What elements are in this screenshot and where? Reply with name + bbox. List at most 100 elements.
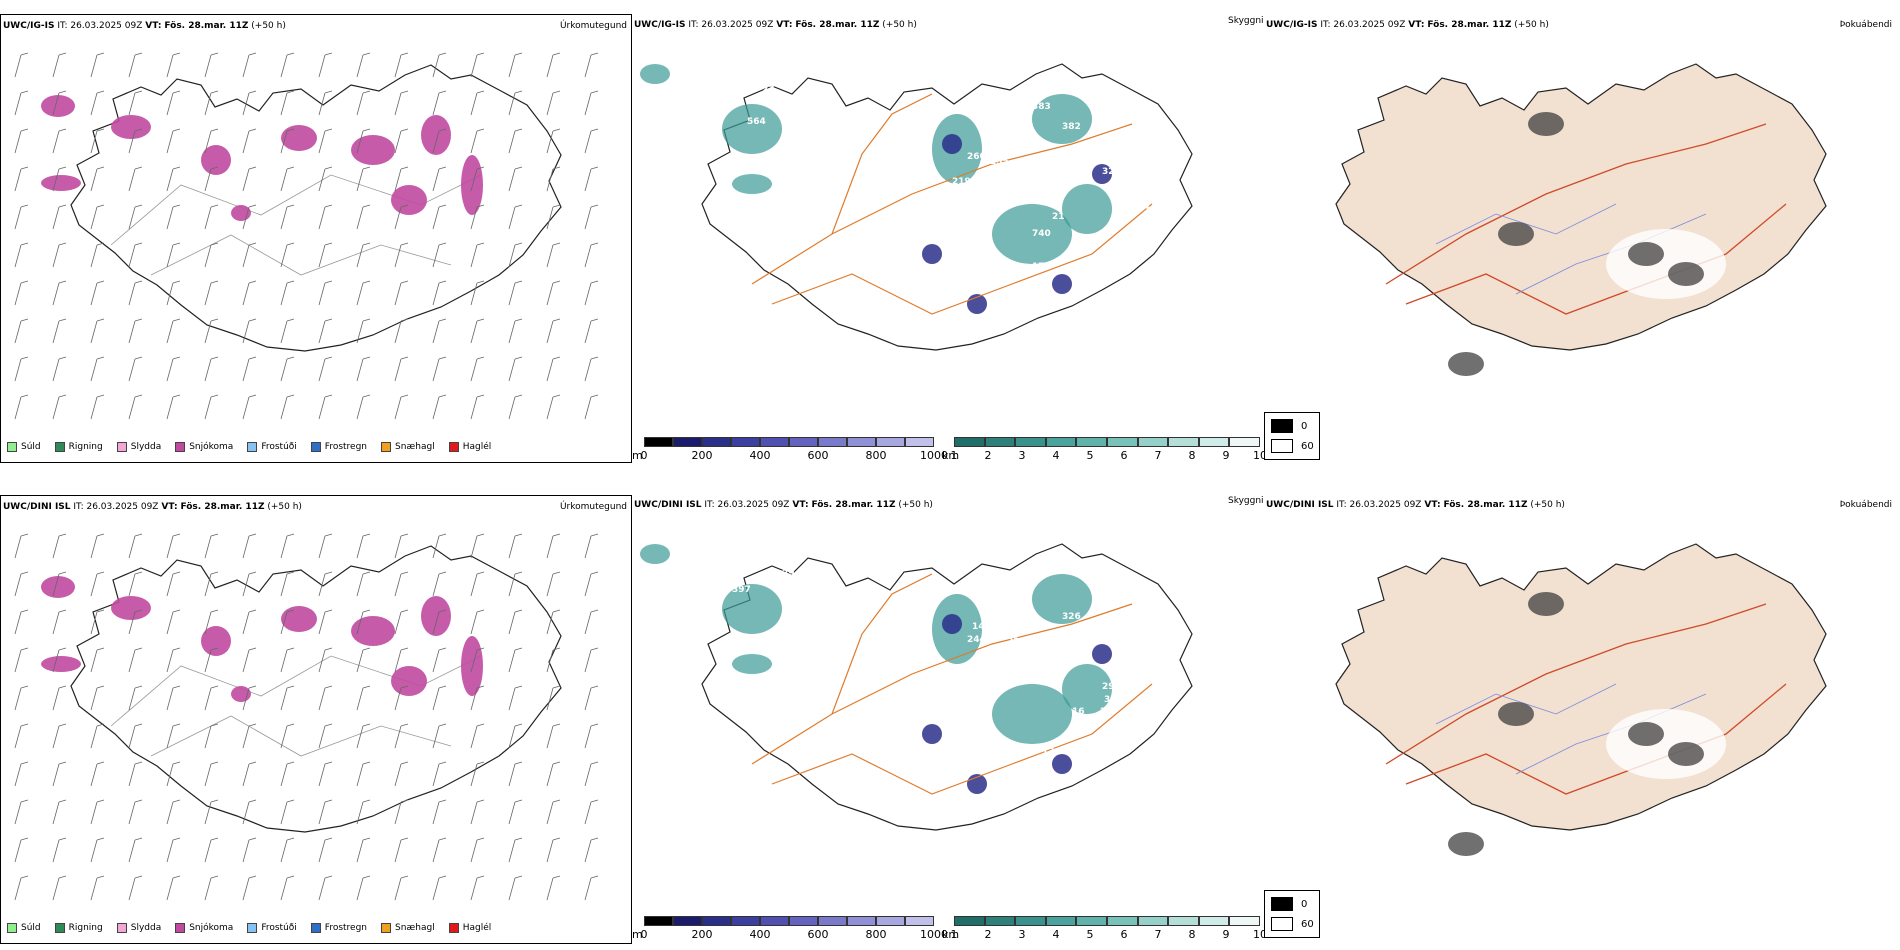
wind-barb xyxy=(280,875,295,901)
wind-barb xyxy=(318,356,333,382)
road-network xyxy=(1405,683,1787,795)
wind-barb xyxy=(432,318,447,344)
wind-barb xyxy=(394,394,409,420)
wind-barb xyxy=(14,128,29,154)
wind-barb xyxy=(318,533,333,559)
legend-item: Snjókoma xyxy=(175,442,233,452)
valid-time: Fös. 28.mar. 11Z xyxy=(164,21,249,31)
wind-barb xyxy=(432,647,447,673)
wind-barb xyxy=(546,647,561,673)
colorbar-segment xyxy=(1137,916,1169,926)
wind-barb xyxy=(318,166,333,192)
colorbar-tick: 600 xyxy=(807,449,829,462)
wind-barb xyxy=(356,242,371,268)
wind-barb xyxy=(14,799,29,825)
low-cloud-base xyxy=(1052,274,1072,294)
river-lines xyxy=(1435,203,1617,245)
legend-swatch xyxy=(7,442,17,452)
cloud-label-row2: Skyggni xyxy=(1228,496,1264,506)
wind-barb xyxy=(432,837,447,863)
wind-barb xyxy=(166,647,181,673)
wind-barb xyxy=(204,761,219,787)
wind-barb xyxy=(280,90,295,116)
legend-label: Súld xyxy=(21,923,41,933)
snow-area xyxy=(111,596,151,620)
cloud-base-label: 171 xyxy=(1032,262,1051,272)
colorbar-tick: 5 xyxy=(1086,928,1094,941)
legend-swatch xyxy=(381,442,392,452)
wind-barb xyxy=(280,571,295,597)
legend-label: Snjókoma xyxy=(189,923,234,933)
wind-barb xyxy=(470,875,485,901)
wind-barb xyxy=(584,242,599,268)
wind-barb xyxy=(128,52,143,78)
wind-barb xyxy=(166,242,181,268)
wind-barb xyxy=(128,204,143,230)
cloud-base-label: 383 xyxy=(1032,102,1051,112)
valid-prefix: VT: xyxy=(145,21,162,31)
wind-barb xyxy=(508,356,523,382)
cloud-base-label: 25 xyxy=(994,117,1007,127)
lead-time: (+50 h) xyxy=(1514,20,1549,30)
colorbar-tick: 6 xyxy=(1120,449,1128,462)
fog-area xyxy=(1498,702,1534,726)
wind-barb xyxy=(280,609,295,635)
road-lines xyxy=(110,174,482,246)
colorbar-tick: 9 xyxy=(1222,928,1230,941)
wind-barb xyxy=(584,318,599,344)
wind-barb xyxy=(546,356,561,382)
colorbar-segment xyxy=(847,916,876,926)
wind-barb xyxy=(546,571,561,597)
wind-barb xyxy=(394,204,409,230)
cloud-base-label: 382 xyxy=(1062,122,1081,132)
wind-barb xyxy=(318,571,333,597)
iceland-land xyxy=(1335,63,1827,351)
fog-area xyxy=(1628,722,1664,746)
wind-barb xyxy=(584,204,599,230)
snow-area xyxy=(351,616,395,646)
wind-barb xyxy=(242,394,257,420)
wind-barb xyxy=(318,90,333,116)
fog-legend-item: 0 xyxy=(1271,419,1307,433)
legend-swatch xyxy=(448,442,459,452)
colorbar-segment xyxy=(1045,916,1077,926)
wind-barb xyxy=(508,875,523,901)
road-network xyxy=(771,683,1153,795)
wind-barb xyxy=(546,761,561,787)
wind-barb xyxy=(584,356,599,382)
cloud-base-label: 244 xyxy=(967,635,986,645)
cloud-base-label: 255 xyxy=(990,157,1009,167)
wind-barb xyxy=(52,52,67,78)
wind-barb xyxy=(394,647,409,673)
colorbar-tick: 400 xyxy=(749,928,771,941)
fog-legend-swatch xyxy=(1271,897,1293,911)
fog-legend-label: 0 xyxy=(1301,420,1308,432)
cloud-base-label: 168 xyxy=(1112,147,1131,157)
wind-barb xyxy=(14,280,29,306)
wind-barb xyxy=(280,166,295,192)
wind-barb xyxy=(584,609,599,635)
low-cloud-base xyxy=(1092,164,1112,184)
legend-swatch xyxy=(54,923,65,933)
wind-barb xyxy=(394,837,409,863)
wind-barb xyxy=(432,242,447,268)
wind-barb xyxy=(14,837,29,863)
wind-barb xyxy=(432,394,447,420)
wind-barb xyxy=(394,318,409,344)
colorbar-segment xyxy=(984,916,1016,926)
glacier-white xyxy=(1606,229,1726,299)
legend-item: Súld xyxy=(7,442,41,452)
wind-barb xyxy=(470,723,485,749)
colorbar-tick: 600 xyxy=(807,928,829,941)
wind-barb xyxy=(90,242,105,268)
wind-barb xyxy=(242,571,257,597)
precip-legend: Súld Rigning Slydda Snjókoma Frostúði Frostre… xyxy=(7,923,491,933)
wind-barb xyxy=(508,609,523,635)
valid-prefix: VT: xyxy=(776,20,793,30)
wind-barb xyxy=(470,242,485,268)
colorbar-segment xyxy=(905,437,934,447)
wind-barb xyxy=(280,837,295,863)
wind-barb xyxy=(280,128,295,154)
